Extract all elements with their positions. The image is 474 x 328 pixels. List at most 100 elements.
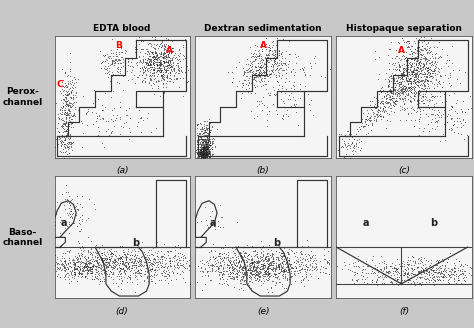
Point xyxy=(418,47,426,52)
Point xyxy=(143,274,151,279)
Point xyxy=(391,101,399,106)
Point xyxy=(163,54,170,60)
Point xyxy=(60,268,67,273)
Point xyxy=(226,270,234,275)
Point xyxy=(142,60,149,65)
Point xyxy=(172,76,179,82)
Point xyxy=(262,255,269,260)
Point xyxy=(146,62,154,67)
Point xyxy=(257,53,264,58)
Point xyxy=(136,269,143,274)
Point xyxy=(108,130,115,135)
Point xyxy=(433,101,440,106)
Point xyxy=(410,57,418,62)
Point xyxy=(99,266,106,272)
Point xyxy=(109,265,116,270)
Point xyxy=(396,62,403,67)
Point xyxy=(275,258,283,263)
Point xyxy=(147,59,155,64)
Point xyxy=(226,265,233,270)
Point xyxy=(423,66,430,71)
Point xyxy=(100,268,108,274)
Point xyxy=(86,257,94,263)
Point xyxy=(445,80,453,86)
Point xyxy=(411,46,419,51)
Point xyxy=(128,69,135,74)
Point xyxy=(57,106,64,111)
Point xyxy=(66,248,74,253)
Point xyxy=(265,265,273,271)
Point xyxy=(420,269,428,274)
Point xyxy=(259,56,266,62)
Point xyxy=(267,68,275,73)
Point xyxy=(275,263,283,269)
Point xyxy=(209,261,216,267)
Point xyxy=(180,53,188,58)
Point xyxy=(68,269,75,274)
Point xyxy=(261,43,269,49)
Point xyxy=(201,146,208,151)
Point xyxy=(401,267,409,272)
Point xyxy=(425,60,432,66)
Point xyxy=(278,251,285,256)
Point xyxy=(255,55,263,61)
Point xyxy=(291,273,299,278)
Point xyxy=(117,123,125,128)
Point xyxy=(196,150,204,155)
Point xyxy=(397,89,405,94)
Point xyxy=(252,269,260,274)
Point xyxy=(117,50,124,55)
Point xyxy=(381,90,389,95)
Point xyxy=(244,271,251,277)
Point xyxy=(403,105,411,110)
Point xyxy=(264,277,272,282)
Point xyxy=(255,278,262,283)
Point xyxy=(117,45,124,50)
Point xyxy=(359,124,366,129)
Point xyxy=(414,62,421,68)
Point xyxy=(284,96,292,101)
Point xyxy=(429,267,437,273)
Point xyxy=(63,113,70,118)
Point xyxy=(252,249,259,254)
Point xyxy=(407,64,414,70)
Point xyxy=(422,48,430,53)
Point xyxy=(134,256,141,261)
Point xyxy=(143,57,151,62)
Point xyxy=(220,260,228,265)
Point xyxy=(409,253,416,258)
Point xyxy=(128,266,136,271)
Point xyxy=(265,108,273,113)
Point xyxy=(433,72,441,77)
Point xyxy=(419,64,427,70)
Point xyxy=(387,72,394,77)
Point xyxy=(73,266,81,271)
Point xyxy=(277,96,285,101)
Point xyxy=(199,150,207,155)
Point xyxy=(83,265,91,270)
Point xyxy=(144,60,152,66)
Point xyxy=(161,261,169,266)
Point xyxy=(255,274,262,279)
Point xyxy=(151,54,158,60)
Point xyxy=(247,61,255,66)
Point xyxy=(203,149,211,154)
Point xyxy=(205,135,212,141)
Point xyxy=(90,262,98,268)
Point xyxy=(445,64,452,69)
Point xyxy=(386,264,393,269)
Point xyxy=(394,59,402,64)
Point xyxy=(122,268,129,274)
Point xyxy=(144,56,152,61)
Point xyxy=(198,149,205,154)
Point xyxy=(275,266,283,271)
Point xyxy=(249,259,256,264)
Point xyxy=(201,141,209,146)
Point xyxy=(64,78,72,83)
Point xyxy=(201,266,209,272)
Point xyxy=(149,60,157,65)
Point xyxy=(201,133,208,138)
Point xyxy=(108,264,115,269)
Point xyxy=(246,266,253,271)
Point xyxy=(163,54,171,60)
